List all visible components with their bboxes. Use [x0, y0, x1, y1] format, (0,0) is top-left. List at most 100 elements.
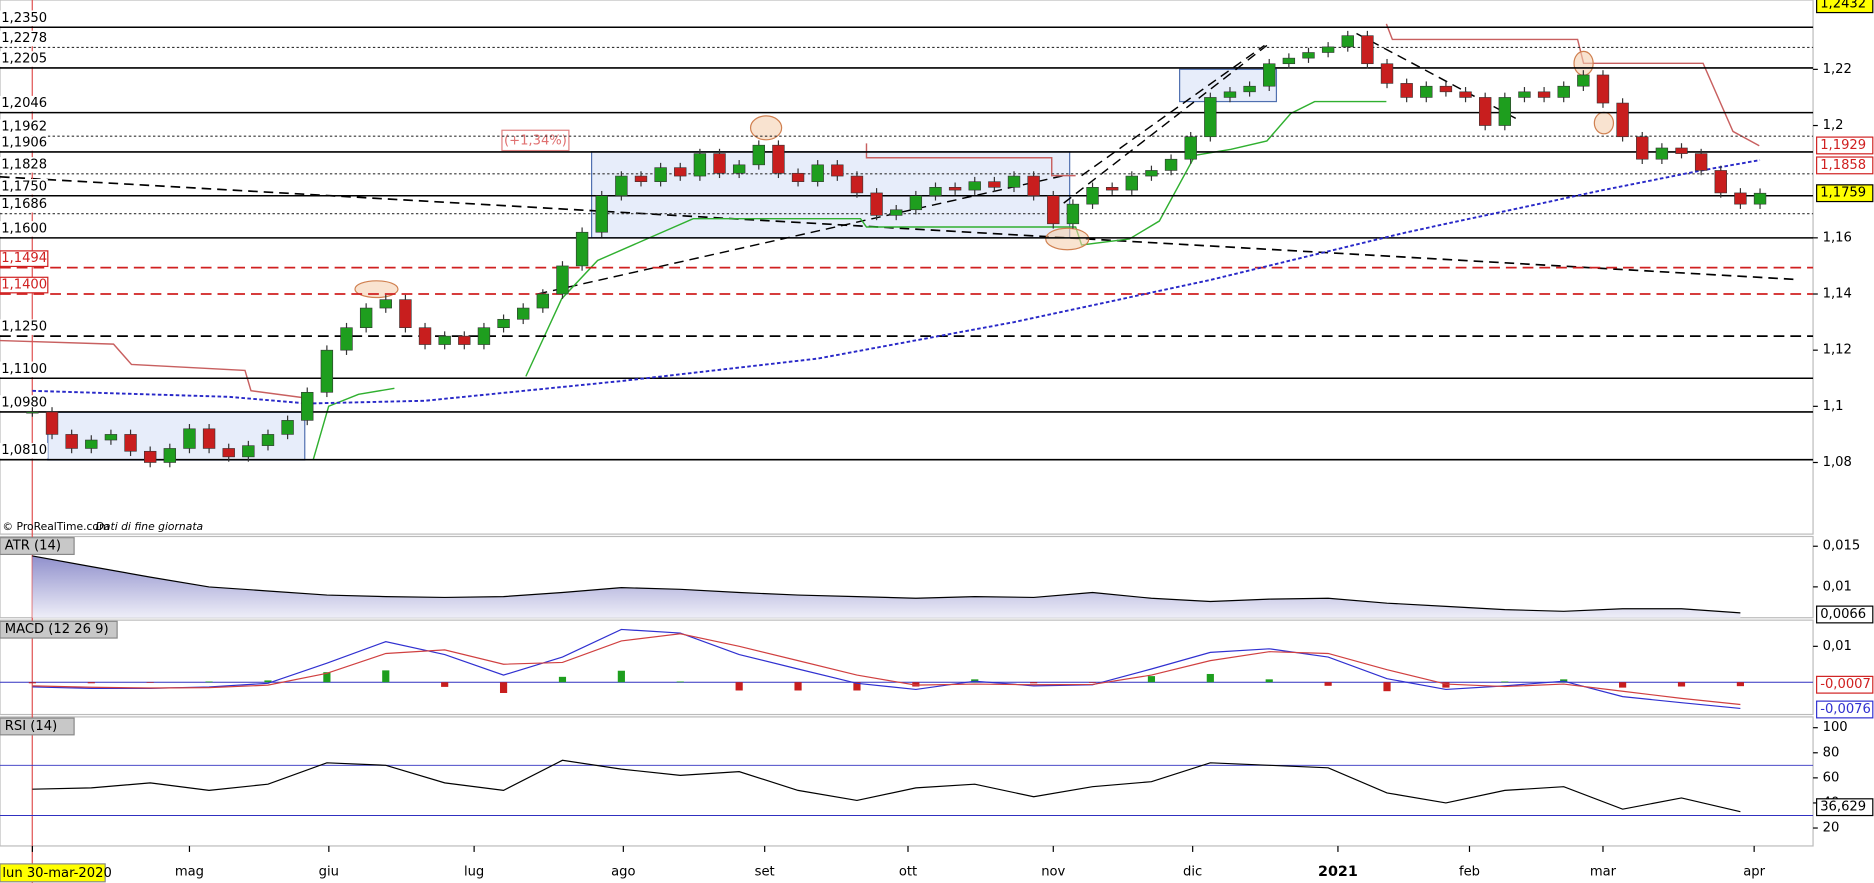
candle-body [497, 318, 510, 329]
histogram-bar [146, 682, 154, 683]
annotation: (+1,34%) [504, 133, 567, 148]
y-tick-label: 1,16 [1823, 230, 1852, 245]
footer-note: Dati di fine giornata [96, 520, 204, 533]
y-tick-label: 1,2 [1823, 118, 1844, 133]
level-label: 1,1600 [1, 221, 47, 236]
candle-body [1675, 147, 1688, 154]
price-tag-box [1816, 605, 1874, 624]
histogram-bar [1619, 682, 1627, 688]
macd-line [32, 633, 1741, 706]
highlight [749, 115, 783, 141]
candle-body [242, 445, 255, 458]
candle-body [1302, 52, 1315, 59]
x-tick-label: mag [175, 865, 204, 880]
atr-area [32, 555, 1741, 618]
candle-body [791, 172, 805, 182]
price-tag-box [1816, 798, 1874, 817]
candle-body [1321, 46, 1335, 53]
panel-title-box [0, 620, 118, 639]
candle-body [1753, 192, 1767, 205]
candle-body [772, 144, 785, 174]
rsi-panel [0, 716, 1814, 847]
histogram-bar [1324, 682, 1332, 686]
candle-body [929, 187, 942, 197]
histogram-bar [1677, 682, 1686, 687]
candle-body [65, 434, 78, 449]
footer: © ProRealTime.com [2, 520, 109, 533]
candle-body [1714, 170, 1727, 194]
histogram-bar [1383, 682, 1391, 692]
level-label: 1,1100 [1, 362, 47, 377]
candle-body [1243, 85, 1256, 93]
candle-body [261, 434, 275, 446]
price-tag-box [1816, 156, 1874, 175]
candle-body [1223, 91, 1237, 98]
x-cursor-box [0, 863, 106, 883]
level-label-box [0, 250, 49, 268]
level-label-box [0, 196, 48, 213]
candle-body [1734, 192, 1747, 205]
histogram-bar [1206, 673, 1214, 683]
candle-body [379, 299, 392, 309]
x-tick-label: dic [1183, 865, 1202, 880]
panel-title-box [0, 537, 75, 556]
level-label: 1,2350 [1, 11, 47, 26]
histogram-bar [1088, 682, 1097, 683]
candle-body [1184, 136, 1197, 160]
histogram-bar [558, 676, 567, 683]
histogram-bar [794, 682, 802, 691]
candle-body [359, 307, 373, 329]
candle-body [1518, 91, 1531, 98]
stop-line [865, 143, 1076, 177]
candle-body [1027, 175, 1040, 197]
candle-body [1125, 175, 1138, 191]
x-tick-label: feb [1459, 865, 1480, 880]
candle-body [615, 175, 628, 197]
candle-body [1577, 74, 1590, 87]
level-label-box [0, 135, 48, 151]
price-tag: -0,0007 [1820, 677, 1871, 692]
y-tick-label: 1,1 [1823, 399, 1844, 414]
level-label: 1,1828 [1, 157, 47, 172]
candle-body [1537, 91, 1551, 98]
level-label: 1,1750 [1, 179, 47, 194]
trendline [537, 174, 1064, 295]
x-tick-label: mar [1590, 865, 1617, 880]
candle-body [340, 327, 353, 351]
candle-body [1636, 136, 1649, 160]
candle-body [85, 439, 98, 449]
candle-body [1694, 153, 1708, 171]
x-tick-label: apr [1743, 865, 1765, 880]
annotation-box [501, 129, 570, 152]
candle-body [301, 391, 314, 421]
level-label-box [0, 178, 48, 195]
candle-body [1047, 195, 1060, 225]
level-label-box [0, 442, 48, 459]
candle-body [674, 167, 687, 177]
panel-title: MACD (12 26 9) [5, 622, 109, 637]
layout [0, 0, 1814, 883]
y-tick-label: 80 [1823, 745, 1840, 760]
level-label-box [0, 361, 48, 378]
rsi-line [32, 759, 1741, 813]
candle-body [1066, 203, 1080, 225]
candle-body [811, 164, 824, 182]
level-label: 1,1400 [1, 278, 47, 293]
candle-body [968, 181, 981, 191]
price-tag-box [1816, 184, 1874, 203]
histogram-bar [1147, 676, 1156, 683]
highlight [1593, 111, 1615, 135]
level-label: 1,1250 [1, 320, 47, 335]
candle-body [143, 450, 157, 463]
y-tick-label: 1,12 [1823, 343, 1852, 358]
level-label: 1,1686 [1, 197, 47, 212]
y-tick-label: 0,01 [1823, 579, 1852, 594]
price-tag: 0,0066 [1820, 607, 1866, 622]
candle-body [281, 420, 294, 435]
candle-body [458, 335, 471, 345]
histogram-bar [382, 670, 390, 683]
price-tag-box [1816, 0, 1874, 14]
candle-body [575, 231, 589, 267]
candle-body [320, 349, 334, 393]
